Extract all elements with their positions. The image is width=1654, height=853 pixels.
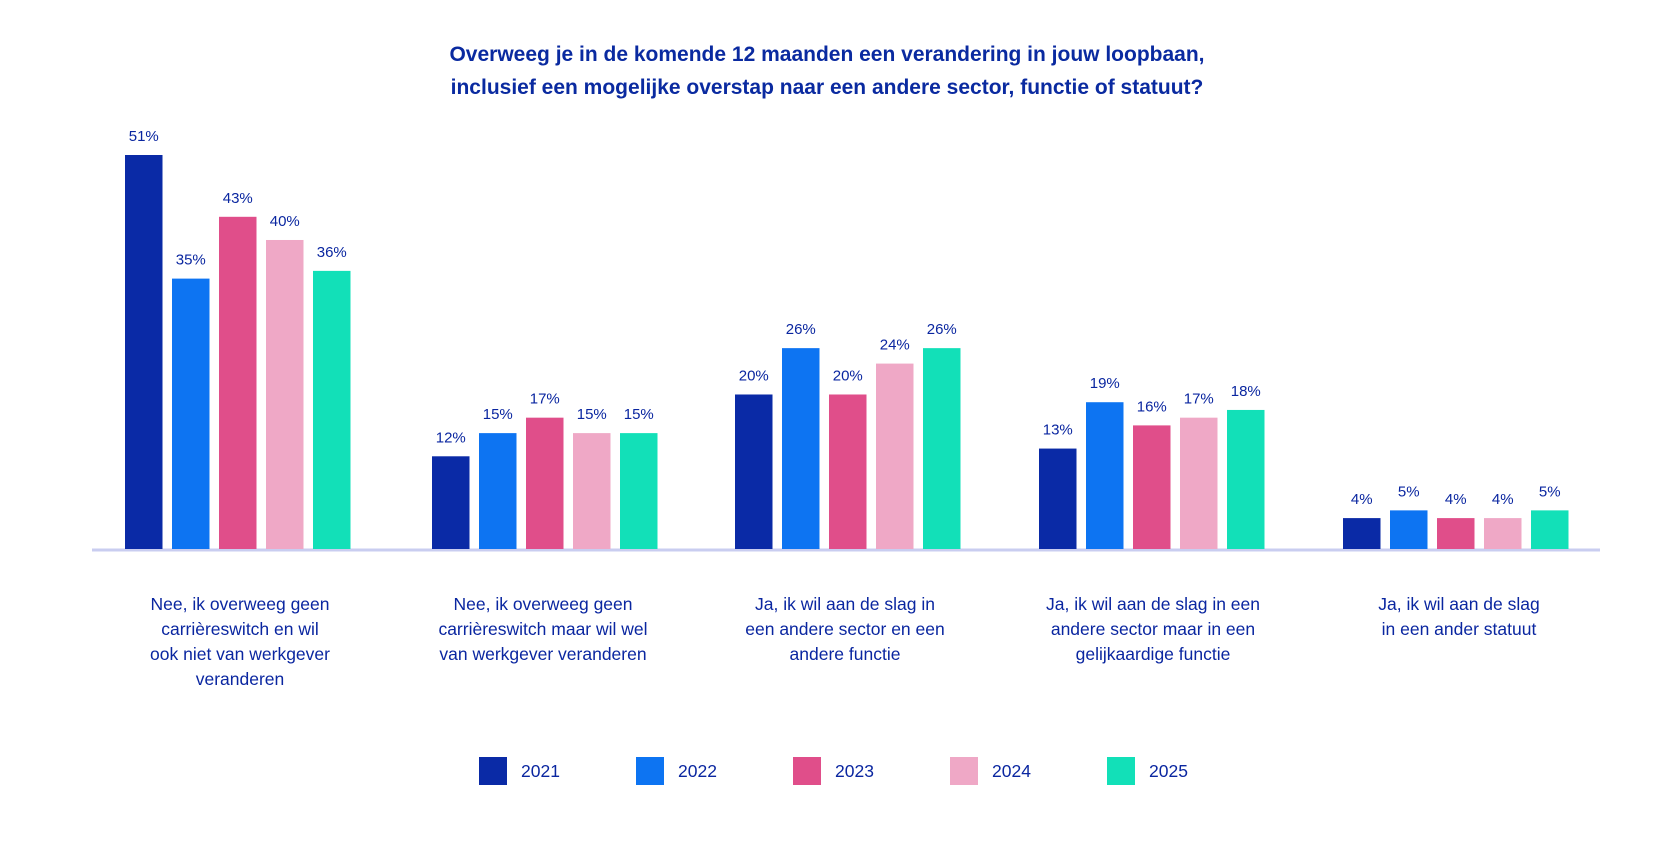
data-label-2023-cat-1: 43% (223, 190, 253, 207)
bar-2021-cat-3 (735, 394, 773, 549)
legend-item-2022: 2022 (636, 757, 717, 785)
bar-2022-cat-4 (1086, 402, 1124, 549)
data-label-2025-cat-1: 36% (317, 244, 347, 261)
category-label-4-line-2: andere sector maar in een (1050, 619, 1256, 639)
bar-2025-cat-4 (1227, 409, 1265, 549)
category-label-2-line-2: carrièreswitch maar wil wel (438, 619, 648, 639)
category-label-4-line-3: gelijkaardige functie (1075, 644, 1231, 664)
data-label-2021-cat-2: 12% (436, 429, 466, 446)
category-label-3-line-1: Ja, ik wil aan de slag in (755, 594, 935, 614)
bar-2024-cat-4 (1180, 417, 1218, 549)
bar-2021-cat-1 (125, 155, 163, 549)
category-label-1-line-3: ook niet van werkgever (150, 644, 330, 664)
bar-2021-cat-2 (432, 456, 470, 549)
legend-swatch-2025 (1107, 757, 1135, 785)
data-label-2025-cat-2: 15% (624, 406, 654, 423)
data-label-2024-cat-5: 4% (1492, 491, 1514, 508)
bar-2022-cat-5 (1390, 510, 1428, 549)
category-label-1: Nee, ik overweeg geen carrièreswitch en w… (95, 592, 385, 692)
data-label-2023-cat-2: 17% (530, 391, 560, 408)
bar-2025-cat-5 (1531, 510, 1569, 549)
data-label-2023-cat-4: 16% (1137, 398, 1167, 415)
bar-2023-cat-1 (219, 216, 257, 549)
legend-label-2022: 2022 (678, 760, 717, 781)
legend-swatch-2023 (793, 757, 821, 785)
chart-title-line-1: Overweeg je in de komende 12 maanden een… (449, 43, 1205, 66)
category-label-5-line-2: in een ander statuut (1381, 619, 1537, 639)
legend-swatch-2021 (479, 757, 507, 785)
category-label-5: Ja, ik wil aan de slag in een ander statu… (1314, 592, 1604, 642)
data-label-2021-cat-1: 51% (129, 128, 159, 145)
bar-2024-cat-2 (573, 433, 611, 549)
bar-2025-cat-3 (923, 348, 961, 549)
bar-2025-cat-2 (620, 433, 658, 549)
category-label-4-line-1: Ja, ik wil aan de slag in een (1045, 594, 1261, 614)
category-label-3-line-3: andere functie (789, 644, 901, 664)
bar-2023-cat-2 (526, 417, 564, 549)
bar-2022-cat-3 (782, 348, 820, 549)
data-label-2025-cat-4: 18% (1231, 383, 1261, 400)
bar-2023-cat-5 (1437, 518, 1475, 549)
bar-2023-cat-3 (829, 394, 867, 549)
chart-title-line-2: inclusief een mogelijke overstap naar ee… (450, 76, 1204, 99)
data-label-2024-cat-4: 17% (1184, 391, 1214, 408)
data-label-2023-cat-5: 4% (1445, 491, 1467, 508)
bar-2021-cat-4 (1039, 448, 1077, 549)
data-label-2021-cat-4: 13% (1043, 422, 1073, 439)
data-label-2025-cat-5: 5% (1539, 483, 1561, 500)
category-label-4: Ja, ik wil aan de slag in een andere sect… (1008, 592, 1298, 667)
category-label-3: Ja, ik wil aan de slag in een andere sect… (700, 592, 990, 667)
legend-label-2023: 2023 (835, 760, 874, 781)
legend-item-2024: 2024 (950, 757, 1031, 785)
data-label-2021-cat-5: 4% (1351, 491, 1373, 508)
bar-2024-cat-3 (876, 363, 914, 549)
data-label-2022-cat-4: 19% (1090, 375, 1120, 392)
legend-item-2021: 2021 (479, 757, 560, 785)
legend-swatch-2022 (636, 757, 664, 785)
category-label-2-line-1: Nee, ik overweeg geen (453, 594, 633, 614)
bar-2022-cat-1 (172, 278, 210, 549)
bar-2024-cat-1 (266, 239, 304, 549)
data-label-2022-cat-2: 15% (483, 406, 513, 423)
data-label-2024-cat-2: 15% (577, 406, 607, 423)
data-label-2022-cat-1: 35% (176, 252, 206, 269)
category-label-3-line-2: een andere sector en een (745, 619, 945, 639)
category-label-1-line-2: carrièreswitch en wil (161, 619, 319, 639)
category-label-1-line-4: veranderen (195, 669, 285, 689)
bar-2024-cat-5 (1484, 518, 1522, 549)
category-label-2: Nee, ik overweeg geen carrièreswitch maar… (398, 592, 688, 667)
legend-swatch-2024 (950, 757, 978, 785)
category-label-2-line-3: van werkgever veranderen (439, 644, 647, 664)
data-label-2022-cat-5: 5% (1398, 483, 1420, 500)
bar-2022-cat-2 (479, 433, 517, 549)
legend-item-2023: 2023 (793, 757, 874, 785)
bar-2025-cat-1 (313, 270, 351, 549)
legend-item-2025: 2025 (1107, 757, 1188, 785)
data-label-2025-cat-3: 26% (927, 321, 957, 338)
chart-legend: 2021 2022 2023 2024 2025 (0, 757, 1654, 787)
bar-2021-cat-5 (1343, 518, 1381, 549)
category-label-5-line-1: Ja, ik wil aan de slag (1378, 594, 1540, 614)
bar-2023-cat-4 (1133, 425, 1171, 549)
data-label-2024-cat-3: 24% (880, 337, 910, 354)
legend-label-2025: 2025 (1149, 760, 1188, 781)
chart-title: Overweeg je in de komende 12 maanden een… (0, 38, 1654, 104)
data-label-2024-cat-1: 40% (270, 213, 300, 230)
data-label-2022-cat-3: 26% (786, 321, 816, 338)
data-label-2023-cat-3: 20% (833, 367, 863, 384)
legend-label-2024: 2024 (992, 760, 1031, 781)
legend-label-2021: 2021 (521, 760, 560, 781)
category-label-1-line-1: Nee, ik overweeg geen (150, 594, 330, 614)
data-label-2021-cat-3: 20% (739, 367, 769, 384)
